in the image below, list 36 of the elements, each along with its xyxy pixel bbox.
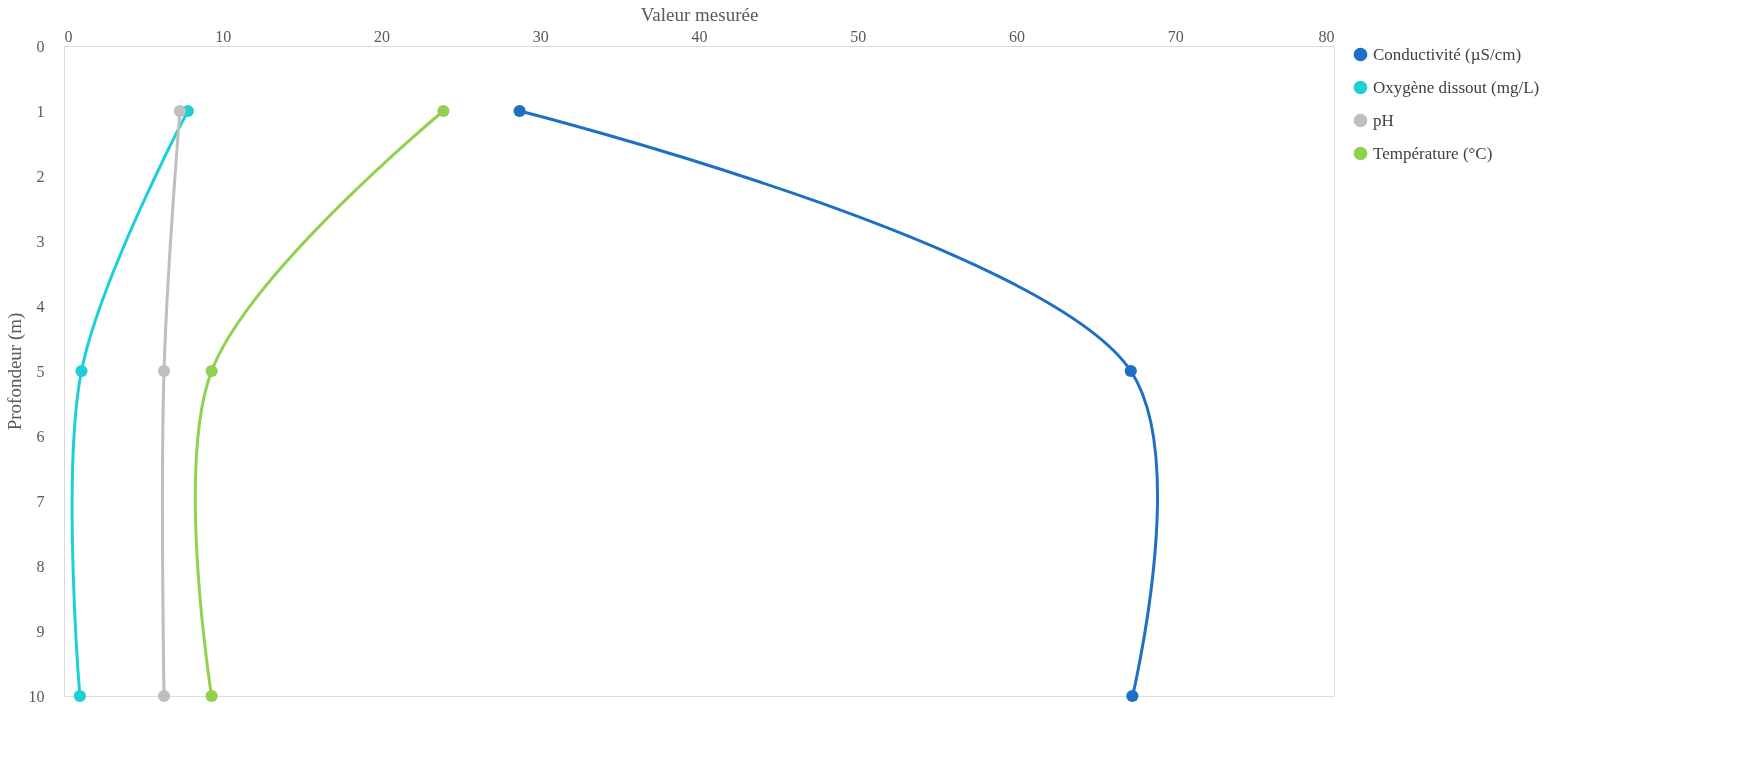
x-tick-label: 40	[691, 27, 708, 45]
legend-label: pH	[1373, 110, 1394, 130]
x-tick-label: 10	[215, 27, 232, 45]
x-tick-label: 0	[64, 27, 73, 45]
x-tick-label: 60	[1009, 27, 1025, 45]
point	[173, 104, 187, 118]
x-tick-label: 70	[1167, 27, 1184, 45]
point	[513, 104, 526, 118]
legend-label: Oxygène dissout (mg/L)	[1373, 77, 1540, 97]
x-tick-label: 80	[1318, 27, 1335, 45]
point	[437, 104, 450, 118]
legend-label: Conductivité (µS/cm)	[1373, 44, 1522, 64]
point	[1126, 689, 1139, 703]
y-axis-title: Profondeur (m)	[3, 312, 26, 431]
point	[1124, 364, 1137, 378]
y-tick-label: 8	[36, 557, 45, 575]
y-tick-label: 5	[36, 362, 45, 380]
x-axis-title: Valeur mesurée	[640, 3, 759, 25]
point	[205, 364, 218, 378]
point	[157, 364, 171, 378]
point	[205, 689, 218, 703]
y-tick-label: 1	[36, 102, 45, 120]
point	[73, 689, 86, 703]
legend-label: Température (°C)	[1373, 143, 1493, 163]
y-tick-label: 9	[36, 622, 45, 640]
point	[157, 689, 171, 703]
y-tick-label: 7	[36, 492, 45, 510]
point	[75, 364, 88, 378]
y-tick-label: 6	[36, 427, 45, 445]
y-tick-label: 4	[36, 297, 45, 315]
y-tick-label: 3	[36, 232, 45, 250]
y-tick-label: 2	[36, 167, 45, 185]
y-tick-label: 10	[28, 687, 45, 705]
x-tick-label: 50	[850, 27, 867, 45]
x-tick-label: 30	[532, 27, 549, 45]
x-tick-label: 20	[374, 27, 390, 45]
